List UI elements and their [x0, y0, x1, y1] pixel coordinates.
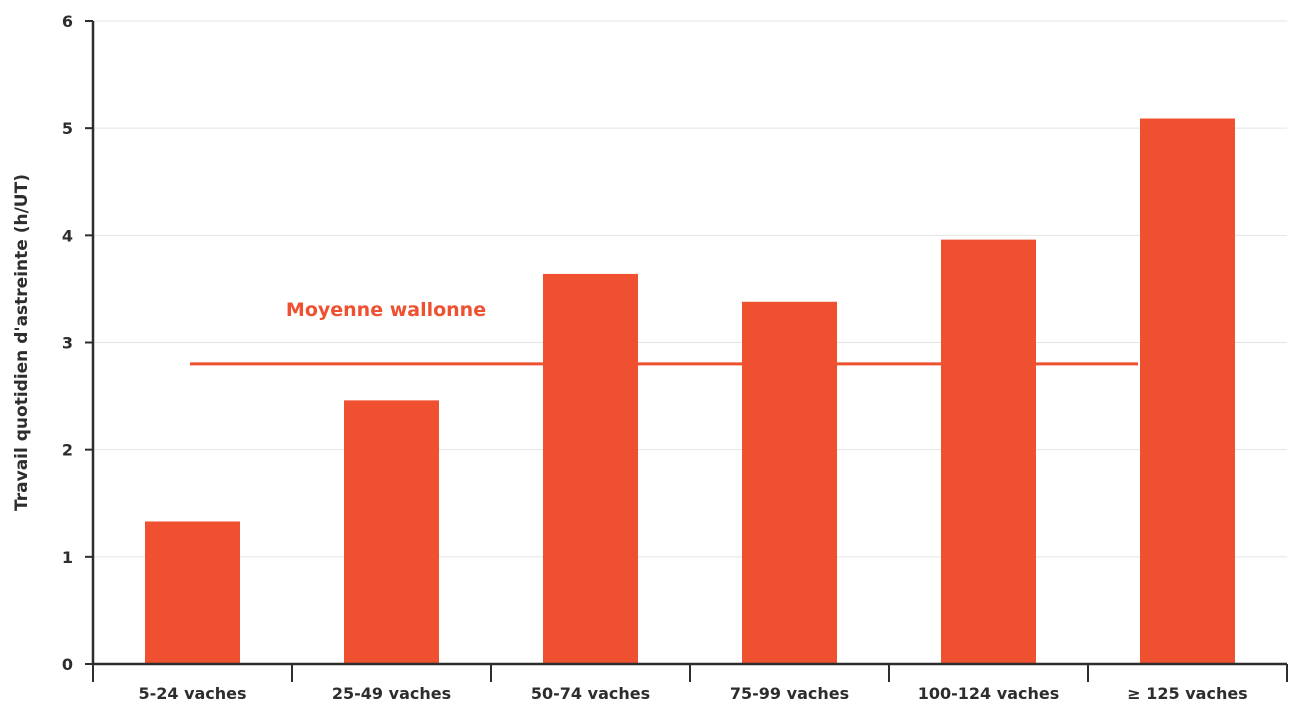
x-tick-label: 50-74 vaches [531, 684, 650, 703]
y-tick-label: 4 [62, 226, 73, 245]
y-tick-label: 6 [62, 12, 73, 31]
y-tick-label: 0 [62, 655, 73, 674]
x-tick-label: 25-49 vaches [332, 684, 451, 703]
bar-4 [742, 301, 837, 664]
reference-line-label: Moyenne wallonne [286, 299, 486, 321]
y-tick-label: 5 [62, 119, 73, 138]
y-tick-label: 1 [62, 548, 73, 567]
bar-6 [1140, 118, 1235, 664]
x-tick-label: 5-24 vaches [138, 684, 246, 703]
x-tick-label: ≥ 125 vaches [1127, 684, 1247, 703]
bar-2 [344, 400, 439, 664]
bar-1 [145, 521, 240, 664]
x-tick-label: 100-124 vaches [918, 684, 1059, 703]
y-tick-label: 2 [62, 441, 73, 460]
y-tick-label: 3 [62, 334, 73, 353]
y-axis-title: Travail quotidien d'astreinte (h/UT) [12, 174, 32, 511]
y-axis-ticks: 0 1 2 3 4 5 6 [62, 12, 93, 674]
gridlines [93, 20, 1287, 558]
bar-5 [941, 239, 1036, 664]
x-tick-label: 75-99 vaches [730, 684, 849, 703]
bars [145, 118, 1235, 664]
x-axis-ticks: 5-24 vaches 25-49 vaches 50-74 vaches 75-99… [92, 664, 1288, 703]
reference-line-group: Moyenne wallonne [190, 299, 1138, 366]
bar-3 [543, 273, 638, 664]
